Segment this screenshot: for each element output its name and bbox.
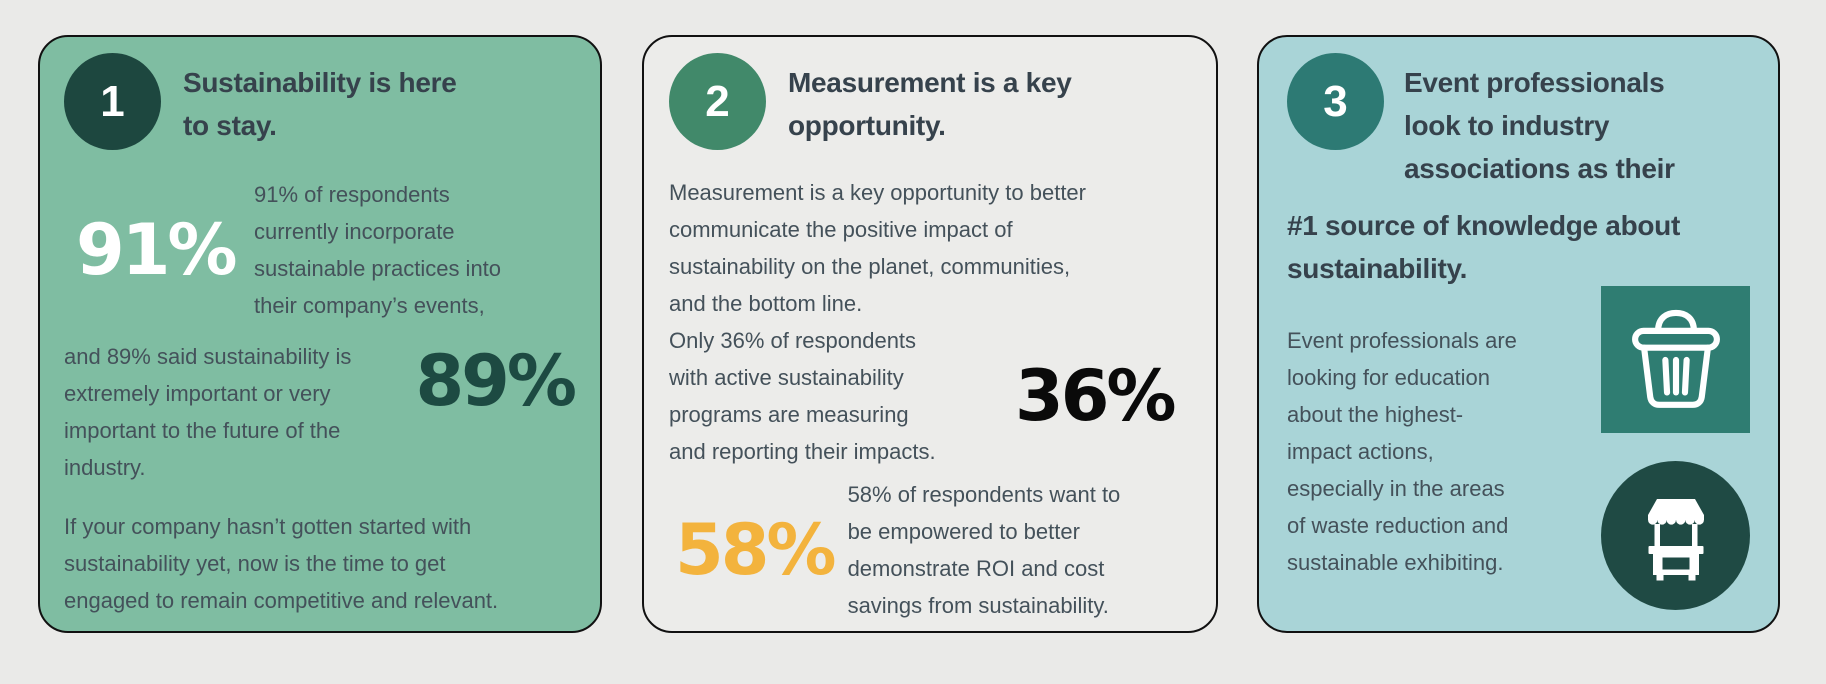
trash-can-icon <box>1631 309 1720 408</box>
market-stall-icon <box>1647 498 1704 580</box>
card3-body-text: Event professionals are looking for educ… <box>1287 328 1517 575</box>
card1-number: 1 <box>100 76 125 126</box>
card1-number-badge: 1 <box>64 53 161 150</box>
card3-content-row: Event professionals are looking for educ… <box>1287 286 1750 610</box>
card1-stat-89-row: and 89% said sustainability is extremely… <box>64 338 577 486</box>
stat-36-value: 36% <box>1015 355 1177 437</box>
stat-91-text: 91% of respondents currently incorporate… <box>254 182 502 318</box>
card2-header: 2 Measurement is a key opportunity. <box>669 53 1191 150</box>
stat-91-value: 91% <box>76 209 238 291</box>
card1-header: 1 Sustainability is here to stay. <box>64 53 574 150</box>
card-industry-associations: 3 Event professionals look to industry a… <box>1257 35 1780 633</box>
card-sustainability-is-here: 1 Sustainability is here to stay. 91% 91… <box>38 35 602 633</box>
card3-number-badge: 3 <box>1287 53 1384 150</box>
stat-89-text: and 89% said sustainability is extremely… <box>64 344 352 480</box>
card3-icon-column <box>1601 286 1750 610</box>
card2-title: Measurement is a key opportunity. <box>788 67 1072 141</box>
card3-number: 3 <box>1323 76 1348 126</box>
card3-header: 3 Event professionals look to industry a… <box>1287 53 1750 190</box>
sustainable-exhibiting-tile <box>1601 461 1750 610</box>
stat-36-text: Only 36% of respondents with active sust… <box>669 328 936 464</box>
stat-58-value: 58% <box>675 509 837 591</box>
card2-intro-text: Measurement is a key opportunity to bett… <box>669 180 1086 316</box>
card2-stat-36-row: Only 36% of respondents with active sust… <box>669 322 1191 470</box>
card1-title: Sustainability is here to stay. <box>183 67 457 141</box>
card-measurement-opportunity: 2 Measurement is a key opportunity. Meas… <box>642 35 1218 633</box>
card1-stat-91-row: 91% 91% of respondents currently incorpo… <box>76 176 574 324</box>
card2-stat-58-row: 58% 58% of respondents want to be empowe… <box>675 476 1191 624</box>
waste-reduction-tile <box>1601 286 1750 433</box>
card1-footer-text: If your company hasn’t gotten started wi… <box>64 514 499 613</box>
stat-58-text: 58% of respondents want to be empowered … <box>847 482 1121 618</box>
stat-89-value: 89% <box>415 340 577 422</box>
card2-number: 2 <box>705 76 730 126</box>
card3-title-below: #1 source of knowledge about sustainabil… <box>1287 210 1681 284</box>
card3-title-beside: Event professionals look to industry ass… <box>1404 67 1675 184</box>
card2-number-badge: 2 <box>669 53 766 150</box>
